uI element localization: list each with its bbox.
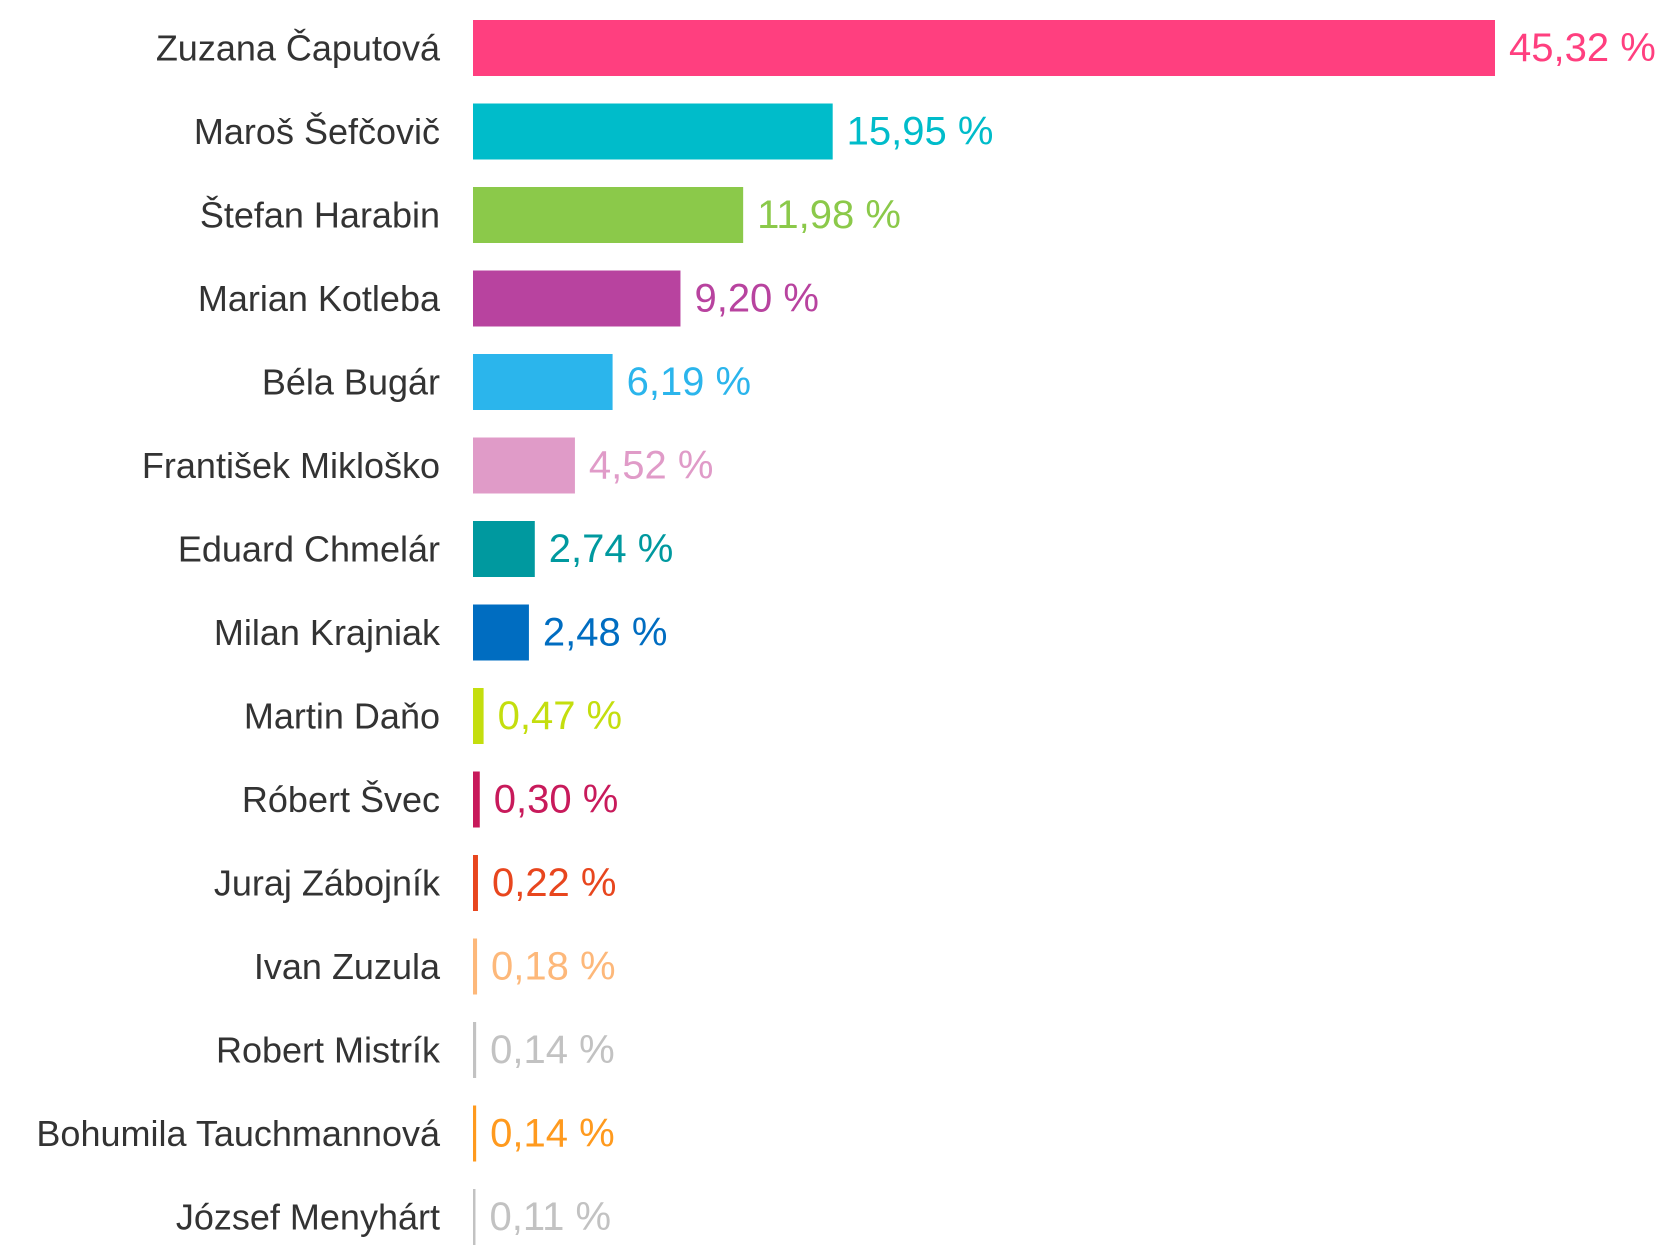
category-label: Bohumila Tauchmannová [36,1113,441,1154]
category-label: Maroš Šefčovič [194,111,440,152]
value-label: 0,18 % [491,945,616,989]
value-label: 2,74 % [549,527,674,571]
value-label: 11,98 % [757,193,901,237]
bar [473,1022,477,1078]
value-label: 0,14 % [490,1028,615,1072]
category-label: Robert Mistrík [216,1030,441,1071]
bar [473,855,478,911]
category-label: Eduard Chmelár [178,529,440,570]
chart-row: František Mikloško 4,52 % [142,437,714,494]
bar [473,1105,477,1162]
chart-row: Štefan Harabin 11,98 % [200,187,901,243]
chart-row: Zuzana Čaputová 45,32 % [156,20,1656,76]
category-label: Béla Bugár [262,362,440,403]
category-label: Štefan Harabin [200,195,440,236]
chart-row: Juraj Zábojník 0,22 % [214,855,617,911]
value-label: 0,22 % [492,861,617,905]
value-label: 2,48 % [543,611,668,655]
value-label: 4,52 % [589,444,714,488]
chart-row: Bohumila Tauchmannová 0,14 % [36,1105,615,1162]
bar [473,1189,476,1245]
chart-row: Marian Kotleba 9,20 % [198,270,819,327]
bar [473,187,744,243]
value-label: 45,32 % [1509,26,1656,70]
bar [473,270,681,327]
value-label: 0,30 % [494,778,619,822]
category-label: József Menyhárt [176,1197,440,1238]
category-label: Zuzana Čaputová [156,28,441,69]
bar [473,521,535,577]
category-label: Martin Daňo [244,696,440,737]
category-label: Róbert Švec [242,779,440,820]
chart-row: Béla Bugár 6,19 % [262,354,751,410]
category-label: Ivan Zuzula [254,946,441,987]
category-label: Marian Kotleba [198,278,441,319]
bar [473,354,613,410]
chart-row: Ivan Zuzula 0,18 % [254,938,616,995]
value-label: 0,14 % [490,1112,615,1156]
value-label: 6,19 % [627,360,752,404]
bar [473,20,1495,76]
chart-row: Robert Mistrík 0,14 % [216,1022,615,1078]
bar [473,688,484,744]
value-label: 9,20 % [694,277,819,321]
bar [473,604,529,661]
category-label: Milan Krajniak [214,612,441,653]
value-label: 15,95 % [847,110,994,154]
value-label: 0,47 % [498,694,623,738]
chart-row: Martin Daňo 0,47 % [244,688,622,744]
chart-row: Milan Krajniak 2,48 % [214,604,668,661]
bar [473,437,575,494]
bar [473,938,478,995]
chart-row: József Menyhárt 0,11 % [176,1189,611,1245]
chart-rows: Zuzana Čaputová 45,32 % Maroš Šefčovič 15,9… [36,20,1656,1245]
bar [473,103,833,160]
bar [473,771,480,828]
chart-row: Róbert Švec 0,30 % [242,771,619,828]
chart-row: Eduard Chmelár 2,74 % [178,521,673,577]
value-label: 0,11 % [489,1195,611,1239]
category-label: František Mikloško [142,445,440,486]
category-label: Juraj Zábojník [214,863,441,904]
chart-row: Maroš Šefčovič 15,95 % [194,103,994,160]
